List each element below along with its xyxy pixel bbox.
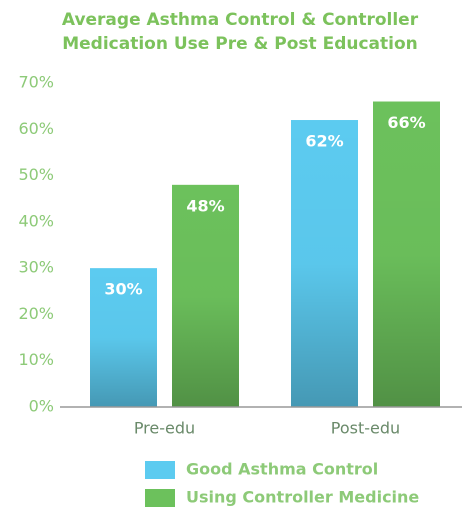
bar-shade — [172, 184, 239, 407]
y-tick-label: 10% — [18, 350, 54, 369]
data-label: 62% — [305, 132, 343, 151]
legend-swatch — [145, 461, 175, 479]
y-tick-label: 0% — [29, 397, 54, 416]
legend-label: Using Controller Medicine — [186, 488, 419, 507]
y-tick-label: 30% — [18, 258, 54, 277]
y-tick-label: 60% — [18, 119, 54, 138]
bar-shade — [291, 120, 358, 408]
data-label: 66% — [387, 113, 425, 132]
x-tick-label: Pre-edu — [134, 419, 195, 438]
y-tick-label: 70% — [18, 73, 54, 92]
bar-shade — [373, 101, 440, 407]
data-label: 48% — [186, 196, 224, 215]
chart-title: Average Asthma Control & Controller Medi… — [61, 10, 419, 54]
y-tick-label: 20% — [18, 304, 54, 323]
bar-shade — [90, 268, 157, 407]
data-label: 30% — [104, 280, 142, 299]
legend-swatch — [145, 489, 175, 507]
x-tick-label: Post-edu — [331, 419, 400, 438]
y-tick-label: 40% — [18, 211, 54, 230]
y-tick-label: 50% — [18, 165, 54, 184]
legend-label: Good Asthma Control — [186, 460, 378, 479]
